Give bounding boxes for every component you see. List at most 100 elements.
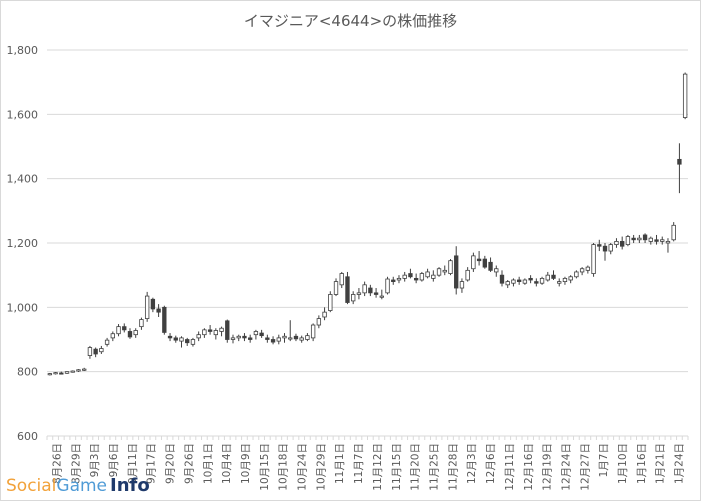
candle-body bbox=[562, 277, 568, 282]
x-tick-label: 9月26日 bbox=[183, 443, 195, 484]
candle-body bbox=[230, 337, 236, 340]
candle-body bbox=[219, 327, 224, 332]
candle-body bbox=[448, 260, 453, 274]
candle-body bbox=[413, 277, 419, 281]
watermark-info: Info bbox=[110, 475, 150, 496]
y-tick-label: 600 bbox=[17, 430, 38, 443]
candle-body bbox=[391, 279, 396, 283]
candle-body bbox=[70, 370, 75, 373]
candle-body bbox=[116, 326, 121, 335]
candle-body bbox=[282, 335, 287, 339]
candle-body bbox=[202, 329, 207, 336]
candle-body bbox=[551, 274, 556, 279]
x-tick-label: 11月25日 bbox=[428, 443, 440, 491]
candle-body bbox=[408, 273, 413, 278]
x-tick-label: 9月17日 bbox=[146, 443, 158, 484]
y-tick-label: 800 bbox=[17, 366, 38, 379]
candle-body bbox=[265, 337, 270, 340]
candle-body bbox=[179, 337, 184, 342]
candle-body bbox=[333, 281, 339, 295]
candle-body bbox=[293, 335, 299, 340]
x-tick-label: 9月3日 bbox=[89, 443, 101, 477]
candle-body bbox=[671, 224, 676, 241]
candle-body bbox=[534, 281, 539, 284]
candle-body bbox=[59, 372, 64, 375]
x-tick-label: 1月7日 bbox=[598, 443, 610, 477]
x-tick-label: 12月11日 bbox=[504, 443, 516, 491]
candle-body bbox=[379, 295, 384, 298]
candle-body bbox=[591, 244, 596, 274]
x-tick-label: 10月18日 bbox=[278, 443, 290, 491]
candle-body bbox=[499, 274, 505, 284]
candle-body bbox=[637, 237, 642, 241]
candle-body bbox=[482, 258, 488, 268]
candle-body bbox=[162, 306, 167, 333]
y-tick-label: 1,000 bbox=[7, 301, 39, 314]
candle-body bbox=[82, 368, 87, 371]
x-tick-label: 10月1日 bbox=[202, 443, 214, 484]
candle-body bbox=[53, 372, 58, 375]
candle-body bbox=[465, 269, 470, 281]
candle-body bbox=[87, 347, 93, 356]
candle-body bbox=[396, 277, 402, 281]
candle-body bbox=[419, 273, 425, 281]
x-tick-label: 12月6日 bbox=[485, 443, 497, 484]
candle-body bbox=[459, 281, 465, 289]
candle-body bbox=[516, 279, 522, 283]
candle-body bbox=[185, 339, 190, 344]
chart-title: イマジニア<4644>の株価推移 bbox=[243, 12, 458, 30]
x-tick-label: 9月20日 bbox=[165, 443, 177, 484]
candle-body bbox=[442, 269, 447, 273]
candle-body bbox=[47, 373, 53, 376]
candle-body bbox=[207, 329, 213, 332]
x-tick-label: 8月26日 bbox=[51, 443, 63, 484]
candle-body bbox=[322, 311, 327, 318]
candle-body bbox=[64, 371, 70, 374]
x-tick-label: 11月7日 bbox=[353, 443, 365, 484]
candle-body bbox=[93, 348, 98, 355]
candle-body bbox=[488, 261, 493, 271]
candle-body bbox=[682, 73, 688, 118]
y-tick-label: 1,800 bbox=[7, 44, 39, 57]
candle-body bbox=[133, 330, 138, 336]
candle-body bbox=[310, 324, 316, 339]
x-tick-label: 12月16日 bbox=[523, 443, 535, 491]
candle-body bbox=[276, 337, 281, 342]
candle-body bbox=[385, 278, 390, 294]
x-tick-label: 12月19日 bbox=[542, 443, 554, 491]
candle-body bbox=[476, 258, 482, 262]
x-tick-label: 10月15日 bbox=[259, 443, 271, 491]
candle-body bbox=[677, 158, 682, 165]
candle-body bbox=[574, 271, 579, 278]
x-tick-label: 9月6日 bbox=[108, 443, 120, 477]
candle-body bbox=[557, 281, 562, 284]
candle-body bbox=[425, 271, 430, 278]
candle-body bbox=[568, 276, 573, 281]
candle-body bbox=[511, 279, 516, 284]
candle-body bbox=[545, 274, 550, 281]
y-tick-label: 1,200 bbox=[7, 237, 39, 250]
candle-body bbox=[173, 337, 178, 341]
candle-body bbox=[247, 337, 253, 340]
candle-body bbox=[654, 239, 659, 242]
candle-body bbox=[190, 339, 196, 345]
candle-body bbox=[356, 292, 362, 295]
candle-body bbox=[642, 234, 648, 241]
y-tick-label: 1,400 bbox=[7, 173, 39, 186]
candle-body bbox=[579, 268, 585, 273]
candle-body bbox=[402, 274, 407, 279]
candle-body bbox=[156, 308, 161, 313]
candle-body bbox=[127, 331, 133, 338]
candle-body bbox=[316, 318, 322, 326]
candle-body bbox=[471, 255, 476, 270]
candle-body bbox=[99, 348, 104, 353]
watermark-game: Game bbox=[56, 476, 108, 496]
candle-body bbox=[167, 335, 173, 339]
candle-body bbox=[648, 237, 653, 242]
candle-body bbox=[305, 335, 310, 340]
candle-body bbox=[614, 240, 619, 246]
candle-body bbox=[351, 294, 356, 302]
candle-body bbox=[225, 320, 230, 340]
candle-body bbox=[494, 268, 499, 273]
